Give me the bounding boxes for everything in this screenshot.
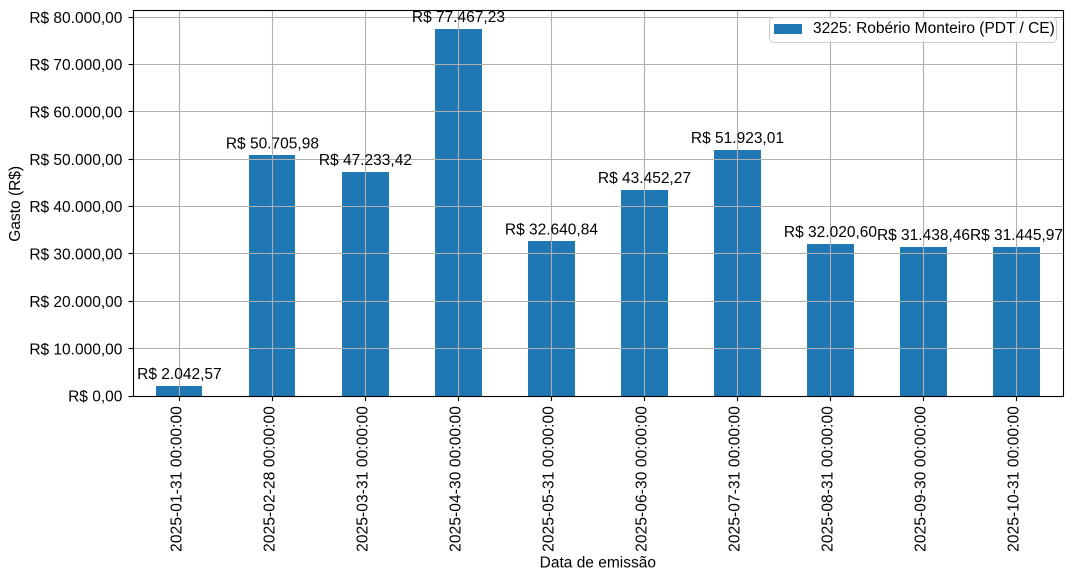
svg-text:2025-10-31 00:00:00: 2025-10-31 00:00:00 [1006, 406, 1023, 552]
svg-text:R$ 43.452,27: R$ 43.452,27 [598, 170, 691, 187]
svg-text:2025-08-31 00:00:00: 2025-08-31 00:00:00 [820, 406, 837, 552]
svg-text:R$ 40.000,00: R$ 40.000,00 [29, 199, 122, 216]
svg-text:R$ 70.000,00: R$ 70.000,00 [29, 57, 122, 74]
svg-text:2025-01-31 00:00:00: 2025-01-31 00:00:00 [169, 406, 186, 552]
svg-text:3225: Robério Monteiro (PDT /: 3225: Robério Monteiro (PDT / CE) [813, 20, 1055, 37]
svg-text:R$ 32.020,60: R$ 32.020,60 [784, 224, 877, 241]
svg-text:R$ 31.445,97: R$ 31.445,97 [970, 227, 1063, 244]
svg-text:R$ 20.000,00: R$ 20.000,00 [29, 294, 122, 311]
svg-text:2025-04-30 00:00:00: 2025-04-30 00:00:00 [448, 406, 465, 552]
svg-text:R$ 77.467,23: R$ 77.467,23 [412, 9, 505, 26]
svg-text:R$ 47.233,42: R$ 47.233,42 [319, 152, 412, 169]
svg-text:2025-09-30 00:00:00: 2025-09-30 00:00:00 [913, 406, 930, 552]
svg-text:2025-05-31 00:00:00: 2025-05-31 00:00:00 [541, 406, 558, 552]
svg-text:R$ 2.042,57: R$ 2.042,57 [137, 366, 221, 383]
svg-text:R$ 51.923,01: R$ 51.923,01 [691, 130, 784, 147]
svg-text:R$ 30.000,00: R$ 30.000,00 [29, 247, 122, 264]
svg-text:R$ 32.640,84: R$ 32.640,84 [505, 221, 598, 238]
svg-text:R$ 31.438,46: R$ 31.438,46 [877, 227, 970, 244]
svg-text:R$ 60.000,00: R$ 60.000,00 [29, 104, 122, 121]
svg-text:R$ 50.000,00: R$ 50.000,00 [29, 152, 122, 169]
svg-text:R$ 10.000,00: R$ 10.000,00 [29, 341, 122, 358]
svg-text:2025-03-31 00:00:00: 2025-03-31 00:00:00 [355, 406, 372, 552]
svg-text:2025-06-30 00:00:00: 2025-06-30 00:00:00 [634, 406, 651, 552]
svg-text:Data de emissão: Data de emissão [540, 555, 656, 572]
svg-text:2025-07-31 00:00:00: 2025-07-31 00:00:00 [727, 406, 744, 552]
svg-text:Gasto (R$): Gasto (R$) [7, 166, 24, 242]
svg-text:R$ 50.705,98: R$ 50.705,98 [226, 136, 319, 153]
svg-text:2025-02-28 00:00:00: 2025-02-28 00:00:00 [262, 406, 279, 552]
svg-text:R$ 80.000,00: R$ 80.000,00 [29, 10, 122, 27]
svg-text:R$ 0,00: R$ 0,00 [68, 389, 123, 406]
